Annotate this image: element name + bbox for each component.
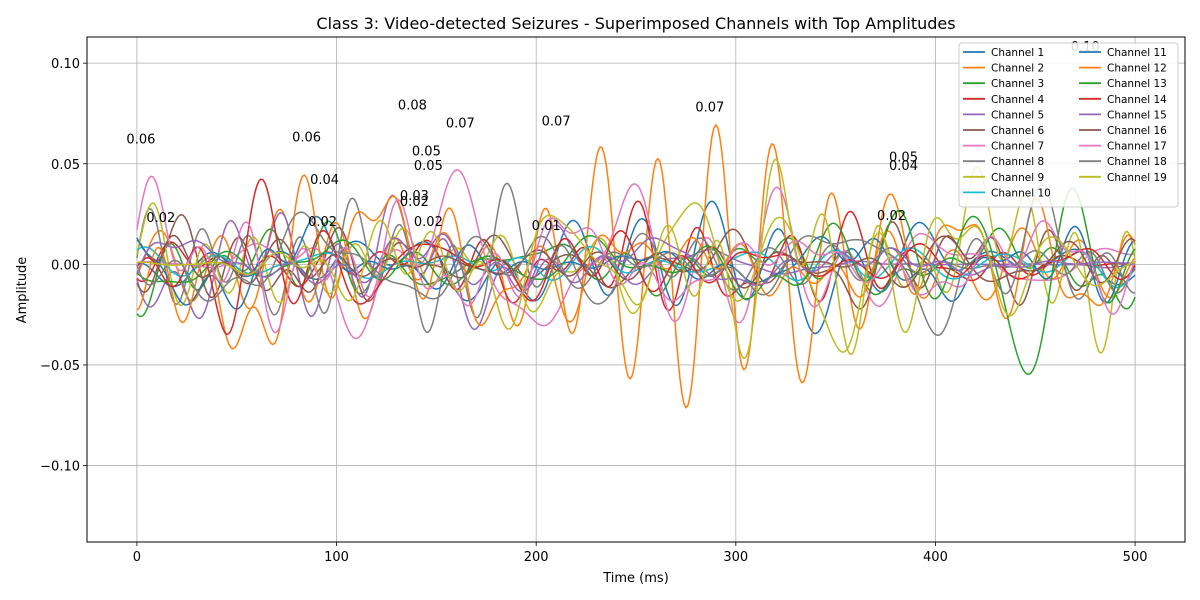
data-annotation: 0.07 <box>446 117 475 132</box>
data-annotation: 0.07 <box>695 100 724 115</box>
series-line <box>136 158 1136 360</box>
legend-label: Channel 1 <box>991 47 1044 59</box>
legend-label: Channel 15 <box>1107 109 1167 121</box>
series-line <box>136 174 1136 350</box>
data-annotation: 0.02 <box>308 215 337 230</box>
series-line <box>136 245 1136 289</box>
series-line <box>136 194 1136 331</box>
legend: Channel 1 Channel 2 Channel 3 Channel 4 Chan… <box>958 42 1179 208</box>
data-annotation: 0.04 <box>889 159 918 174</box>
data-annotation: 0.05 <box>414 159 443 174</box>
y-tick-label: 0.00 <box>51 258 80 273</box>
legend-label: Channel 19 <box>1107 172 1167 184</box>
data-annotation: 0.03 <box>400 189 429 204</box>
legend-label: Channel 17 <box>1107 141 1167 153</box>
data-annotation: 0.05 <box>412 145 441 160</box>
legend-label: Channel 14 <box>1107 94 1167 106</box>
legend-label: Channel 6 <box>991 125 1044 137</box>
data-annotation: 0.02 <box>400 195 429 210</box>
y-axis-label: Amplitude <box>15 257 30 324</box>
legend-label: Channel 11 <box>1107 47 1167 59</box>
y-tick-label: 0.05 <box>51 158 80 173</box>
data-annotation: 0.08 <box>398 98 427 113</box>
data-annotation: 0.02 <box>146 211 175 226</box>
y-tick-label: −0.10 <box>40 460 80 475</box>
data-annotation: 0.06 <box>126 133 155 148</box>
data-annotation: 0.02 <box>414 215 443 230</box>
legend-label: Channel 18 <box>1107 156 1167 168</box>
data-annotation: 0.06 <box>292 131 321 146</box>
y-tick-label: 0.10 <box>51 57 80 72</box>
x-axis-label: Time (ms) <box>602 571 669 586</box>
data-annotation: 0.05 <box>889 151 918 166</box>
series-line <box>136 233 1136 293</box>
legend-label: Channel 9 <box>991 172 1044 184</box>
series-line <box>136 175 1136 334</box>
x-tick-label: 300 <box>723 550 748 565</box>
axis-ticks: 0 100 200 300 400 500 −0.10 −0.05 0.00 0.05 0.10 <box>40 57 1147 565</box>
x-tick-label: 400 <box>923 550 948 565</box>
legend-label: Channel 16 <box>1107 125 1167 137</box>
y-tick-label: −0.05 <box>40 359 80 374</box>
legend-label: Channel 12 <box>1107 63 1167 75</box>
annotations: 0.060.020.060.040.020.080.070.050.050.03… <box>126 40 1099 234</box>
legend-label: Channel 5 <box>991 109 1044 121</box>
x-tick-label: 200 <box>524 550 549 565</box>
series-line <box>136 184 1136 337</box>
legend-label: Channel 7 <box>991 141 1044 153</box>
legend-label: Channel 3 <box>991 78 1044 90</box>
plot-frame <box>86 36 1186 543</box>
x-tick-label: 500 <box>1123 550 1148 565</box>
x-tick-label: 0 <box>133 550 141 565</box>
data-annotation: 0.02 <box>877 209 906 224</box>
x-tick-label: 100 <box>324 550 349 565</box>
chart-title: Class 3: Video-detected Seizures - Super… <box>316 14 955 33</box>
legend-label: Channel 10 <box>991 187 1051 199</box>
legend-label: Channel 13 <box>1107 78 1167 90</box>
series-line <box>136 124 1136 409</box>
data-annotation: 0.04 <box>310 173 339 188</box>
legend-label: Channel 4 <box>991 94 1044 106</box>
legend-box <box>958 42 1179 208</box>
series-line <box>136 234 1136 293</box>
data-annotation: 0.01 <box>532 219 561 234</box>
series-line <box>136 169 1136 340</box>
series-line <box>136 178 1136 336</box>
legend-label: Channel 8 <box>991 156 1044 168</box>
data-annotation: 0.07 <box>542 115 571 130</box>
legend-label: Channel 2 <box>991 63 1044 75</box>
